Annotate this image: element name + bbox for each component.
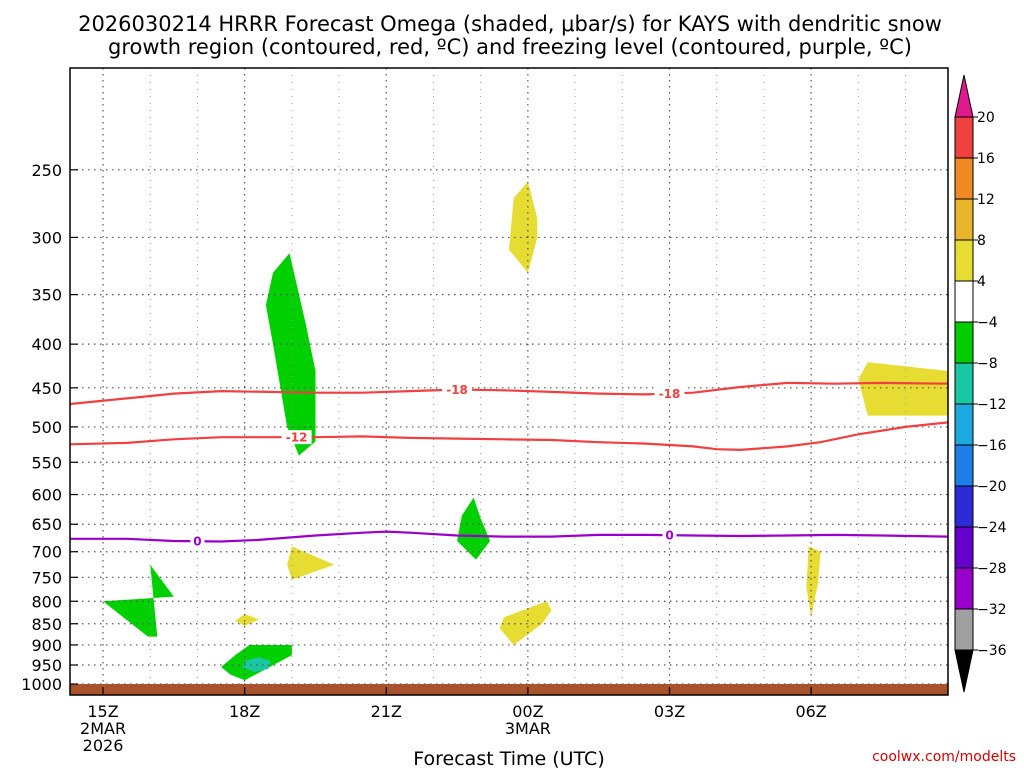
axes: 250 300 350 400 450 500 550 600 650 700 750 800 850 9…: [21, 67, 949, 755]
x-tick-label-00Z: 00Z: [512, 702, 543, 721]
colorbar-bin--12-to--8: [954, 362, 974, 405]
colorbar-bin--24-to--20: [954, 485, 974, 528]
colorbar-label--28: −28: [977, 561, 1007, 577]
region-yellow-lowmid: [499, 601, 552, 645]
contour-minus12: [70, 421, 948, 452]
region-green-mid: [457, 497, 491, 560]
contour-0: [70, 530, 948, 543]
colorbar-bin-16-to-20: [954, 116, 974, 159]
colorbar-label--16: −16: [977, 438, 1007, 454]
chart-title-line1: 2026030214 HRRR Forecast Omega (shaded, …: [78, 12, 942, 36]
contour-minus18-label-bg-1: [654, 386, 685, 401]
contour-0-label-bg-0: [190, 534, 205, 549]
colorbar-triangle-low: [954, 649, 974, 693]
colorbar-label--20: −20: [977, 479, 1007, 495]
contour-0-label-0: 0: [193, 535, 201, 549]
y-tick-label-300: 300: [31, 228, 62, 247]
region-yellow-upper: [509, 181, 538, 273]
y-tick-label-950: 950: [31, 656, 62, 675]
colorbar-label-8: 8: [977, 233, 986, 249]
x-tick-sublabel-15Z: 2MAR: [80, 719, 126, 738]
y-tick-label-500: 500: [31, 418, 62, 437]
colorbar-bin--36-to--32: [954, 608, 974, 651]
colorbar-bin-12-to-16: [954, 157, 974, 200]
region-yellow-right: [806, 546, 821, 618]
colorbar-label--4: −4: [977, 315, 998, 331]
colorbar-bin--20-to--16: [954, 444, 974, 487]
colorbar-label--12: −12: [977, 397, 1007, 413]
y-tick-label-1000: 1000: [21, 675, 62, 694]
plot-area: -18 -18 -12 0 0: [70, 68, 948, 695]
y-tick-label-650: 650: [31, 515, 62, 534]
region-yellow-dot: [235, 614, 259, 626]
x-tick-label-21Z: 21Z: [371, 702, 402, 721]
contour-minus12-label-0: -12: [286, 431, 308, 445]
contour-0-label-bg-1: [662, 528, 677, 543]
ground-strip: [70, 684, 948, 695]
y-tick-label-450: 450: [31, 379, 62, 398]
colorbar-label--32: −32: [977, 602, 1007, 618]
contour-minus18-label-1: -18: [659, 387, 681, 401]
x-tick-sublabel2-15Z: 2026: [83, 736, 124, 755]
y-tick-label-250: 250: [31, 161, 62, 180]
plot-inner: -18 -18 -12 0 0: [70, 68, 948, 695]
contour-minus18-label-0: -18: [446, 383, 468, 397]
y-tick-label-850: 850: [31, 615, 62, 634]
region-yellow-small: [287, 546, 335, 580]
colorbar-triangle-high: [954, 74, 974, 118]
plot-frame: [69, 67, 949, 696]
x-tick-label-06Z: 06Z: [795, 702, 826, 721]
colorbar-label-4: 4: [977, 274, 986, 290]
region-green-upper: [265, 253, 316, 456]
colorbar-label-16: 16: [977, 151, 995, 167]
colorbar-bin-8-to-12: [954, 198, 974, 241]
colorbar-label--24: −24: [977, 520, 1007, 536]
y-tick-label-750: 750: [31, 568, 62, 587]
colorbar-bin--28-to--24: [954, 526, 974, 569]
colorbar-bin--4-to-4: [954, 280, 974, 323]
colorbar-bin-4-to-8: [954, 239, 974, 282]
x-tick-sublabel-00Z: 3MAR: [505, 719, 551, 738]
y-tick-label-400: 400: [31, 335, 62, 354]
y-tick-label-900: 900: [31, 636, 62, 655]
colorbar-label--8: −8: [977, 356, 998, 372]
x-axis-label: Forecast Time (UTC): [413, 748, 604, 768]
x-tick-label-18Z: 18Z: [229, 702, 260, 721]
colorbar-bin--8-to--4: [954, 321, 974, 364]
y-tick-label-800: 800: [31, 592, 62, 611]
x-tick-label-03Z: 03Z: [654, 702, 685, 721]
colorbar-bin--32-to--28: [954, 567, 974, 610]
region-green-lowleft: [103, 564, 174, 637]
contour-0-label-1: 0: [665, 529, 673, 543]
colorbar-bin--16-to--12: [954, 403, 974, 446]
credit-text: coolwx.com/modelts: [872, 749, 1016, 765]
y-tick-label-700: 700: [31, 543, 62, 562]
colorbar-label-12: 12: [977, 192, 995, 208]
region-yellow-topright: [858, 362, 948, 416]
y-tick-label-600: 600: [31, 486, 62, 505]
colorbar: −36 −32 −28 −24 −20 −16 −12 −8 −4 4 8 12 16 20: [954, 74, 1007, 693]
contour-minus12-label-bg-0: [281, 430, 312, 445]
chart-title-line2: growth region (contoured, red, ºC) and f…: [108, 35, 912, 59]
contour-minus18-label-bg-0: [442, 382, 473, 397]
y-tick-label-350: 350: [31, 286, 62, 305]
contour-minus18: [70, 381, 948, 406]
colorbar-label--36: −36: [977, 643, 1007, 659]
y-tick-label-550: 550: [31, 453, 62, 472]
colorbar-label-20: 20: [977, 110, 995, 126]
x-tick-label-15Z: 15Z: [87, 702, 118, 721]
